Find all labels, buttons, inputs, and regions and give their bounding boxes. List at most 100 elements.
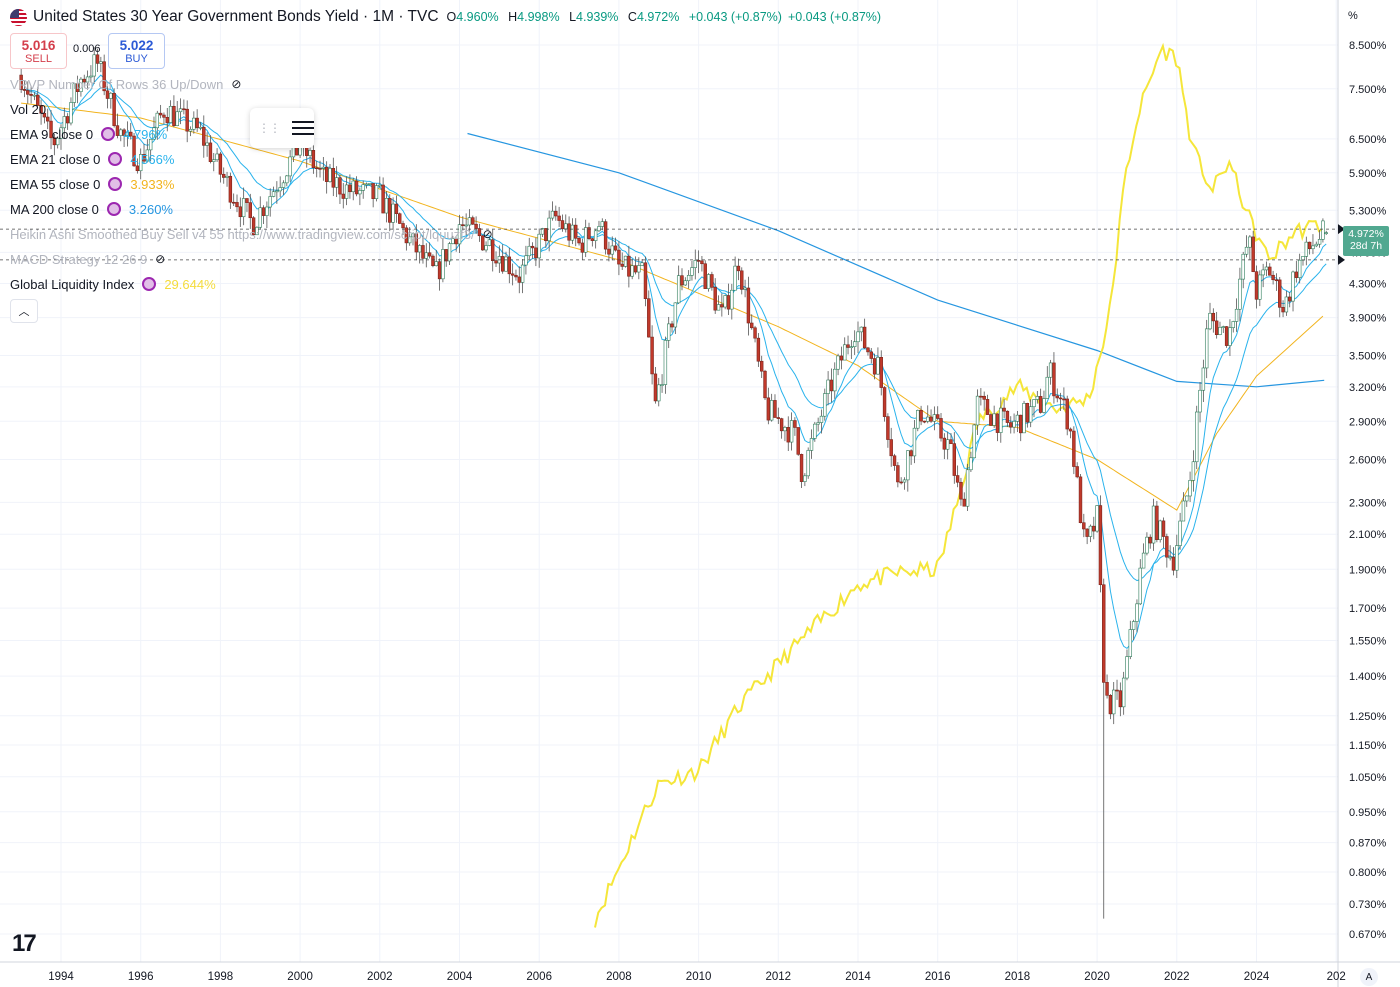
candle-body: [1291, 271, 1295, 302]
buy-button[interactable]: 5.022 BUY: [108, 33, 165, 69]
candle-body: [391, 203, 395, 223]
candle-body: [1214, 320, 1219, 336]
indicator-row[interactable]: Vol 20: [10, 98, 46, 120]
candle-body: [1025, 403, 1030, 423]
candle-body: [205, 142, 209, 146]
indicator-row[interactable]: Global Liquidity Index 29.644%: [10, 273, 216, 295]
candle-body: [188, 128, 193, 132]
candle-body: [447, 243, 452, 262]
candle-body: [215, 153, 219, 161]
candle-body: [1068, 428, 1073, 432]
candle-body: [713, 287, 717, 311]
legend-toolbox[interactable]: ⋮⋮: [250, 108, 314, 148]
candle-body: [39, 105, 43, 114]
y-tick-label: 0.950%: [1349, 807, 1387, 819]
eye-crossed-icon[interactable]: ⊘: [482, 227, 493, 241]
candle-body: [79, 78, 83, 92]
indicator-row[interactable]: Heikin Ashi Smoothed Buy Sell v4 55 http…: [10, 223, 493, 245]
indicator-value: 4.566%: [130, 151, 175, 167]
candle-body: [554, 210, 558, 217]
sell-button[interactable]: 5.016 SELL: [10, 33, 67, 69]
candle-body: [152, 127, 156, 140]
y-tick-label: 1.400%: [1349, 671, 1387, 683]
indicator-row[interactable]: EMA 55 close 0 3.933%: [10, 173, 174, 195]
candle-body: [437, 261, 442, 280]
indicator-row[interactable]: MA 200 close 0 3.260%: [10, 198, 173, 220]
candle-body: [417, 245, 422, 253]
x-tick-label: 2020: [1084, 971, 1110, 983]
refresh-cycle-icon[interactable]: [142, 277, 157, 291]
eye-crossed-icon[interactable]: ⊘: [155, 252, 166, 266]
candle-body: [361, 184, 365, 191]
candle-body: [261, 207, 266, 216]
candle-body: [640, 262, 644, 266]
refresh-cycle-icon[interactable]: [101, 127, 116, 141]
candle-body: [178, 108, 183, 113]
settings-lines-icon[interactable]: [292, 117, 314, 139]
candle-body: [1062, 398, 1066, 401]
candle-body: [524, 255, 528, 266]
candle-body: [368, 183, 372, 185]
x-tick-label: 2010: [686, 971, 712, 983]
candle-body: [1264, 266, 1269, 271]
candle-body: [965, 469, 970, 507]
indicator-row[interactable]: MACD Strategy 12 26 9 ⊘: [10, 248, 165, 270]
candle-body: [65, 116, 70, 124]
candle-body: [726, 295, 731, 310]
candle-body: [1268, 266, 1272, 276]
refresh-cycle-icon[interactable]: [108, 152, 123, 166]
candle-body: [1284, 296, 1289, 313]
candle-body: [192, 117, 196, 130]
candle-body: [271, 191, 276, 197]
candle-body: [673, 302, 678, 328]
indicator-value: 3.260%: [128, 201, 173, 217]
auto-scale-button[interactable]: A: [1360, 968, 1378, 986]
candle-body: [1178, 520, 1182, 546]
tradingview-logo-icon[interactable]: 17: [12, 930, 37, 957]
candle-body: [1248, 236, 1252, 248]
candle-body: [148, 138, 153, 151]
y-tick-label: 2.100%: [1349, 529, 1387, 541]
candle-body: [321, 166, 326, 169]
candle-body: [318, 168, 322, 170]
y-tick-label: 4.300%: [1349, 278, 1387, 290]
candle-body: [660, 384, 664, 386]
symbol-title[interactable]: United States 30 Year Government Bonds Y…: [33, 8, 439, 25]
collapse-legend-button[interactable]: ︿: [10, 299, 38, 323]
candle-body: [441, 249, 445, 280]
us-flag-icon: [10, 8, 27, 26]
candle-body: [633, 265, 638, 273]
y-tick-label: 1.900%: [1349, 564, 1387, 576]
candle-body: [401, 223, 405, 229]
candle-body: [809, 438, 814, 451]
candle-body: [686, 275, 691, 282]
indicator-row[interactable]: EMA 9 close 0 4.796%: [10, 123, 167, 145]
x-tick-label: 2024: [1244, 971, 1270, 983]
candle-body: [1171, 556, 1176, 571]
candle-body: [185, 108, 189, 132]
eye-crossed-icon[interactable]: ⊘: [231, 77, 242, 91]
candle-body: [843, 344, 847, 361]
candle-body: [341, 193, 345, 199]
drag-handle-icon[interactable]: ⋮⋮: [258, 121, 281, 135]
candle-body: [388, 198, 392, 223]
candle-body: [896, 465, 900, 483]
x-tick-label: 2022: [1164, 971, 1190, 983]
x-tick-label: 2008: [606, 971, 632, 983]
candle-body: [839, 355, 844, 361]
indicator-row[interactable]: VRVP Number Of Rows 36 Up/Down ⊘: [10, 73, 241, 95]
y-tick-label: 0.870%: [1349, 838, 1387, 850]
x-tick-label: 2000: [287, 971, 313, 983]
refresh-cycle-icon[interactable]: [106, 202, 121, 216]
candle-body: [135, 165, 140, 172]
indicator-row[interactable]: EMA 21 close 0 4.566%: [10, 148, 174, 170]
candle-body: [560, 220, 565, 230]
candle-body: [1075, 466, 1079, 478]
candle-body: [1108, 694, 1113, 715]
candle-body: [139, 154, 143, 172]
refresh-cycle-icon[interactable]: [108, 177, 123, 191]
candle-body: [384, 198, 389, 214]
candle-body: [1314, 243, 1318, 247]
candle-body: [846, 344, 850, 348]
